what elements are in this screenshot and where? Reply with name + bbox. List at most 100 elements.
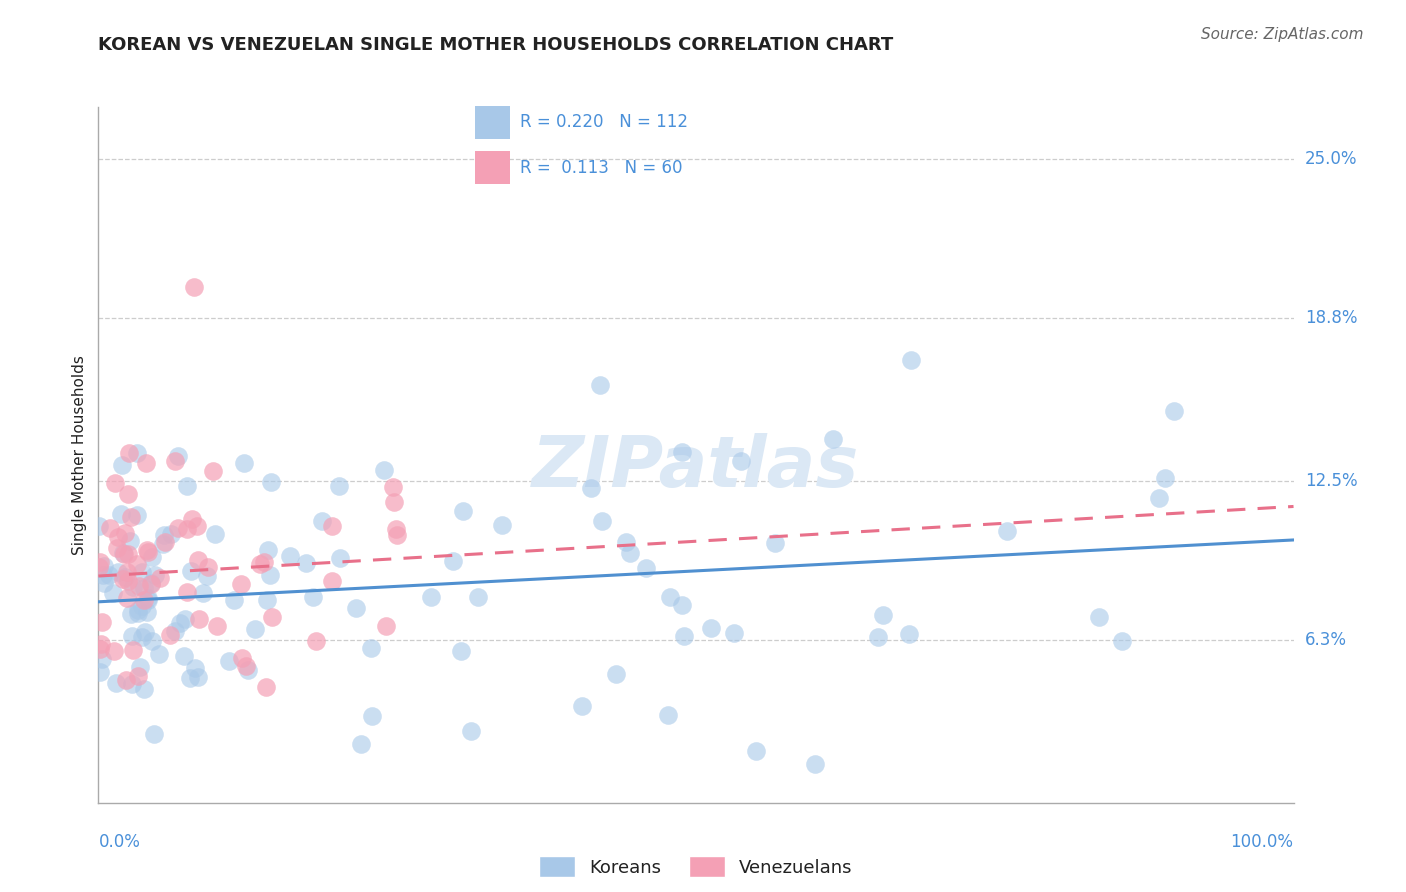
Point: [253, 555, 276, 569]
Point: [103, 644, 125, 658]
Point: [93, 576, 115, 591]
Text: 0.0%: 0.0%: [98, 833, 141, 851]
Point: [114, 526, 136, 541]
Point: [657, 708, 679, 723]
Point: [104, 475, 127, 490]
Point: [231, 650, 253, 665]
Point: [723, 626, 745, 640]
Point: [328, 479, 350, 493]
Point: [118, 534, 141, 549]
Point: [169, 615, 191, 630]
Point: [872, 608, 894, 623]
Point: [360, 640, 382, 655]
Point: [153, 534, 176, 549]
Point: [87, 519, 110, 533]
Point: [135, 605, 157, 619]
Point: [136, 591, 159, 605]
Point: [193, 586, 215, 600]
Point: [207, 618, 229, 632]
Point: [866, 630, 889, 644]
Point: [145, 568, 167, 582]
Point: [148, 647, 170, 661]
Point: [141, 575, 163, 590]
Text: 18.8%: 18.8%: [1305, 310, 1357, 327]
Point: [467, 590, 489, 604]
Point: [180, 564, 202, 578]
Legend: Koreans, Venezuelans: Koreans, Venezuelans: [531, 849, 860, 884]
Point: [134, 681, 156, 696]
Point: [132, 592, 155, 607]
Point: [89, 555, 111, 569]
Point: [311, 514, 333, 528]
Point: [491, 518, 513, 533]
Point: [91, 568, 114, 582]
Point: [183, 280, 205, 294]
Point: [385, 528, 408, 542]
Point: [373, 462, 395, 476]
Point: [125, 508, 148, 523]
Point: [243, 622, 266, 636]
Point: [166, 521, 188, 535]
Point: [218, 654, 240, 668]
Point: [897, 627, 920, 641]
Point: [115, 565, 138, 579]
Point: [159, 526, 181, 541]
Point: [101, 586, 124, 600]
Point: [174, 612, 197, 626]
Point: [159, 628, 181, 642]
Point: [591, 514, 613, 528]
Point: [165, 624, 187, 638]
Text: R =  0.113   N = 60: R = 0.113 N = 60: [520, 159, 683, 177]
Point: [450, 643, 472, 657]
Point: [745, 744, 768, 758]
Point: [197, 559, 219, 574]
Point: [350, 738, 373, 752]
Text: R = 0.220   N = 112: R = 0.220 N = 112: [520, 113, 688, 131]
Point: [111, 573, 134, 587]
Point: [121, 677, 143, 691]
Point: [131, 630, 153, 644]
Point: [121, 642, 143, 657]
FancyBboxPatch shape: [475, 106, 510, 139]
Point: [995, 524, 1018, 539]
Point: [152, 537, 174, 551]
Point: [187, 552, 209, 566]
Point: [804, 757, 827, 772]
Point: [302, 590, 325, 604]
Point: [141, 577, 163, 591]
Y-axis label: Single Mother Households: Single Mother Households: [72, 355, 87, 555]
Point: [321, 574, 343, 588]
Point: [114, 570, 136, 584]
Point: [1149, 491, 1171, 506]
Point: [385, 522, 408, 536]
Point: [658, 591, 681, 605]
Point: [765, 536, 787, 550]
Point: [451, 503, 474, 517]
Point: [176, 522, 198, 536]
Point: [136, 543, 159, 558]
Point: [136, 545, 159, 559]
Text: ZIPatlas: ZIPatlas: [533, 434, 859, 502]
Point: [382, 495, 405, 509]
Point: [105, 541, 128, 555]
Point: [121, 580, 143, 594]
Point: [1111, 633, 1133, 648]
Point: [229, 577, 252, 591]
Point: [1163, 404, 1185, 418]
Point: [571, 699, 593, 714]
Point: [605, 666, 627, 681]
Text: 100.0%: 100.0%: [1230, 833, 1294, 851]
Point: [127, 606, 149, 620]
Point: [730, 454, 752, 468]
Point: [98, 521, 121, 535]
Point: [589, 378, 612, 392]
Point: [257, 543, 280, 558]
Point: [1154, 470, 1177, 484]
Point: [90, 637, 112, 651]
Point: [153, 528, 176, 542]
Point: [115, 673, 138, 687]
Point: [127, 669, 149, 683]
Point: [441, 554, 464, 568]
Point: [186, 519, 208, 533]
Point: [127, 557, 149, 571]
